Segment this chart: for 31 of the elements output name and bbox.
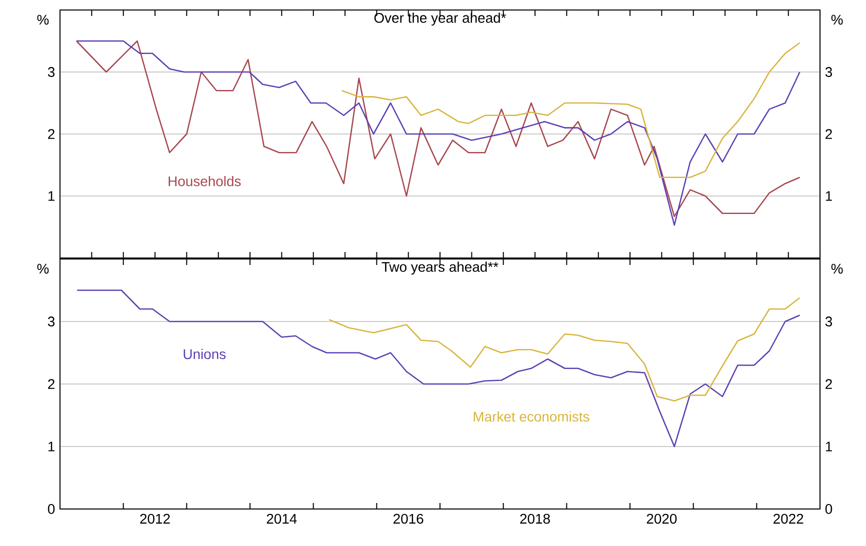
y-tick-label: 1	[48, 442, 54, 452]
series-label: Unions	[184, 348, 226, 360]
x-tick-label: 2014	[266, 514, 297, 524]
y2-tick-label: 3	[825, 316, 832, 326]
y2-tick-label: 2	[826, 379, 832, 389]
y-tick-label: 2	[48, 379, 54, 389]
y2-axis-title: %	[831, 264, 843, 274]
y2-axis-title: %	[831, 14, 843, 25]
y2-tick-label: 1	[826, 442, 832, 452]
y2-tick-label: 2	[826, 129, 832, 139]
y-axis-title: %	[37, 14, 49, 25]
chart-title: Over the year ahead*	[374, 12, 506, 26]
line-series	[76, 290, 800, 448]
line-series	[328, 297, 800, 402]
y-axis-title: %	[37, 264, 49, 274]
y-tick-label: 0	[48, 504, 55, 514]
y-tick-label: 1	[48, 191, 54, 201]
y2-tick-label: 0	[825, 504, 832, 514]
y2-tick-label: 1	[826, 191, 832, 201]
y-tick-label: 3	[48, 316, 55, 326]
text: Market economists	[474, 411, 590, 422]
chart-title: Two years ahead**	[382, 262, 498, 275]
y-tick-label: 3	[48, 67, 55, 77]
x-tick-label: 2012	[140, 514, 170, 524]
x-tick-label: 2016	[394, 514, 424, 524]
y2-tick-label: 3	[825, 67, 832, 77]
y-tick-label: 2	[48, 129, 54, 139]
series-label: Households	[168, 176, 241, 186]
x-tick-label: 2018	[520, 514, 550, 524]
x-tick-label: 2022	[774, 514, 804, 524]
x-tick-label: 2020	[646, 514, 677, 524]
